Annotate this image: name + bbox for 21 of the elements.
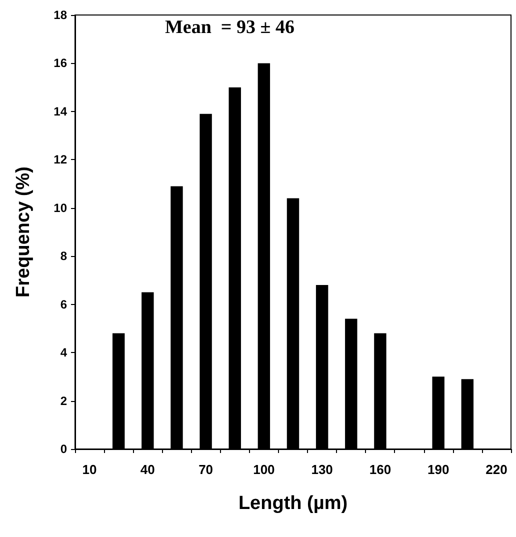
y-tick-label: 14 bbox=[54, 104, 68, 118]
y-axis-title: Frequency (%) bbox=[13, 166, 34, 298]
x-tick-label: 190 bbox=[427, 462, 450, 477]
annotation: Mean = 93 ± 46 bbox=[165, 17, 294, 38]
x-tick-label: 70 bbox=[198, 462, 214, 477]
x-tick-label: 160 bbox=[369, 462, 392, 477]
x-tick-label: 130 bbox=[311, 462, 333, 477]
x-tick-label: 40 bbox=[140, 462, 155, 477]
y-tick-label: 2 bbox=[60, 394, 68, 408]
y-tick-label: 8 bbox=[60, 249, 68, 264]
y-tick-label: 18 bbox=[54, 8, 68, 22]
y-tick-label: 16 bbox=[54, 56, 68, 70]
y-tick-label: 12 bbox=[54, 152, 68, 167]
x-tick-label: 10 bbox=[82, 462, 97, 477]
y-tick-label: 6 bbox=[60, 297, 68, 312]
x-tick-label: 220 bbox=[486, 462, 508, 477]
y-tick-label: 0 bbox=[60, 442, 68, 456]
x-tick-label: 100 bbox=[253, 462, 275, 477]
y-tick-label: 4 bbox=[60, 346, 68, 360]
x-axis-title: Length (µm) bbox=[238, 493, 348, 514]
y-tick-label: 10 bbox=[54, 200, 68, 215]
